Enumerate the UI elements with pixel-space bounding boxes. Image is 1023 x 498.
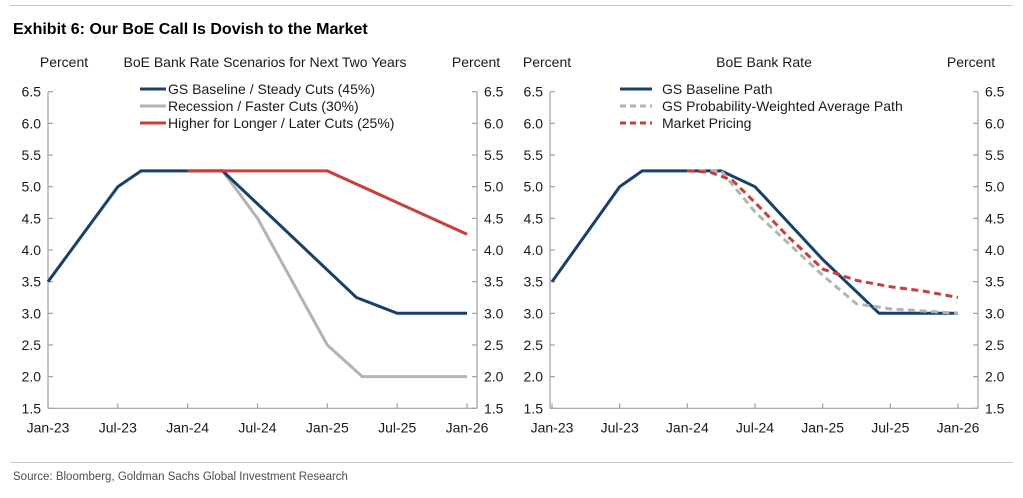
legend-label-market-pricing: Market Pricing — [662, 115, 751, 131]
series-line-gs-baseline-steady-cuts-45 — [46, 169, 467, 315]
legend-label-gs-probability-weighted-average-path: GS Probability-Weighted Average Path — [662, 98, 903, 114]
y-tick-label-left: 5.5 — [22, 147, 42, 163]
legend-label-recession-faster-cuts-30: Recession / Faster Cuts (30%) — [168, 98, 359, 114]
y-tick-label-left: 6.0 — [524, 115, 544, 131]
y-tick-label-left: 2.5 — [524, 337, 544, 353]
y-tick-label-left: 5.0 — [524, 179, 544, 195]
x-tick-label: Jul-25 — [378, 419, 416, 435]
y-tick-label-right: 2.0 — [985, 369, 1005, 385]
legend-label-gs-baseline-steady-cuts-45: GS Baseline / Steady Cuts (45%) — [168, 81, 375, 97]
x-tick-label: Jul-23 — [99, 419, 137, 435]
y-tick-label-right: 1.5 — [985, 400, 1005, 416]
series-line-gs-baseline-path — [550, 169, 958, 315]
y-tick-label-right: 2.5 — [484, 337, 504, 353]
x-tick-label: Jan-24 — [166, 419, 209, 435]
y-tick-label-right: 6.0 — [985, 115, 1005, 131]
y-tick-label-right: 3.5 — [985, 274, 1005, 290]
bottom-divider — [10, 462, 1013, 463]
y-tick-label-right: 2.5 — [985, 337, 1005, 353]
x-tick-label: Jan-24 — [666, 419, 709, 435]
y-tick-label-left: 4.5 — [22, 210, 42, 226]
series-line-gs-probability-weighted-average-path — [687, 169, 959, 315]
chart-boe-bank-rate: 6.5 6.5 6.0 6.0 5.5 5.5 5.0 5.0 4.5 4.5 4.0 4.0 3.5 3… — [523, 54, 1005, 435]
y-tick-label-left: 3.0 — [22, 305, 42, 321]
y-tick-label-right: 4.0 — [484, 242, 504, 258]
y-tick-label-right: 5.5 — [985, 147, 1005, 163]
y-tick-label-left: 4.0 — [524, 242, 544, 258]
chart-boe-rate-scenarios: 6.5 6.5 6.0 6.0 5.5 5.5 5.0 5.0 4.5 4.5 4.0 4.0 3.5 3… — [22, 54, 504, 435]
y-tick-label-right: 3.0 — [484, 305, 504, 321]
y-tick-label-left: 4.5 — [524, 210, 544, 226]
legend-label-higher-for-longer-later-cuts-25: Higher for Longer / Later Cuts (25%) — [168, 115, 394, 131]
y-tick-label-right: 6.0 — [484, 115, 504, 131]
x-tick-label: Jul-24 — [238, 419, 276, 435]
exhibit-title: Exhibit 6: Our BoE Call Is Dovish to the… — [13, 21, 368, 38]
y-tick-label-left: 4.0 — [22, 242, 42, 258]
chart-title: BoE Bank Rate Scenarios for Next Two Yea… — [123, 54, 406, 70]
y-tick-label-right: 1.5 — [484, 400, 504, 416]
x-tick-label: Jan-26 — [446, 419, 489, 435]
y-tick-label-left: 2.0 — [524, 369, 544, 385]
y-tick-label-right: 2.0 — [484, 369, 504, 385]
y-tick-label-left: 1.5 — [524, 400, 544, 416]
y-tick-label-left: 6.0 — [22, 115, 42, 131]
legend-label-gs-baseline-path: GS Baseline Path — [662, 81, 773, 97]
y-tick-label-right: 4.5 — [985, 210, 1005, 226]
x-tick-label: Jul-24 — [736, 419, 774, 435]
y-tick-label-right: 6.5 — [985, 84, 1005, 100]
y-tick-label-left: 6.5 — [22, 84, 42, 100]
y-tick-label-right: 4.5 — [484, 210, 504, 226]
y-tick-label-right: 5.0 — [484, 179, 504, 195]
top-divider — [10, 5, 1013, 6]
x-tick-label: Jan-25 — [801, 419, 844, 435]
x-tick-label: Jan-23 — [531, 419, 574, 435]
y-tick-label-left: 5.5 — [524, 147, 544, 163]
y-tick-label-left: 2.0 — [22, 369, 42, 385]
y-tick-label-left: 2.5 — [22, 337, 42, 353]
y-tick-label-right: 6.5 — [484, 84, 504, 100]
source-note: Source: Bloomberg, Goldman Sachs Global … — [13, 471, 348, 483]
y-tick-label-right: 3.0 — [985, 305, 1005, 321]
series-line-higher-for-longer-later-cuts-25 — [187, 169, 468, 236]
y-tick-label-left: 6.5 — [524, 84, 544, 100]
y-axis-title-left: Percent — [523, 54, 571, 70]
x-tick-label: Jul-23 — [601, 419, 639, 435]
chart-title: BoE Bank Rate — [716, 54, 812, 70]
y-tick-label-right: 5.5 — [484, 147, 504, 163]
x-tick-label: Jan-25 — [306, 419, 349, 435]
x-tick-label: Jul-25 — [871, 419, 909, 435]
series-line-market-pricing — [687, 169, 959, 299]
y-tick-label-left: 1.5 — [22, 400, 42, 416]
x-tick-label: Jan-26 — [937, 419, 980, 435]
y-tick-label-left: 3.5 — [22, 274, 42, 290]
y-tick-label-left: 5.0 — [22, 179, 42, 195]
y-tick-label-right: 3.5 — [484, 274, 504, 290]
y-tick-label-left: 3.0 — [524, 305, 544, 321]
y-tick-label-right: 5.0 — [985, 179, 1005, 195]
y-axis-title-left: Percent — [40, 54, 88, 70]
x-tick-label: Jan-23 — [27, 419, 70, 435]
y-axis-title-right: Percent — [947, 54, 995, 70]
y-tick-label-right: 4.0 — [985, 242, 1005, 258]
y-axis-title-right: Percent — [452, 54, 500, 70]
y-tick-label-left: 3.5 — [524, 274, 544, 290]
